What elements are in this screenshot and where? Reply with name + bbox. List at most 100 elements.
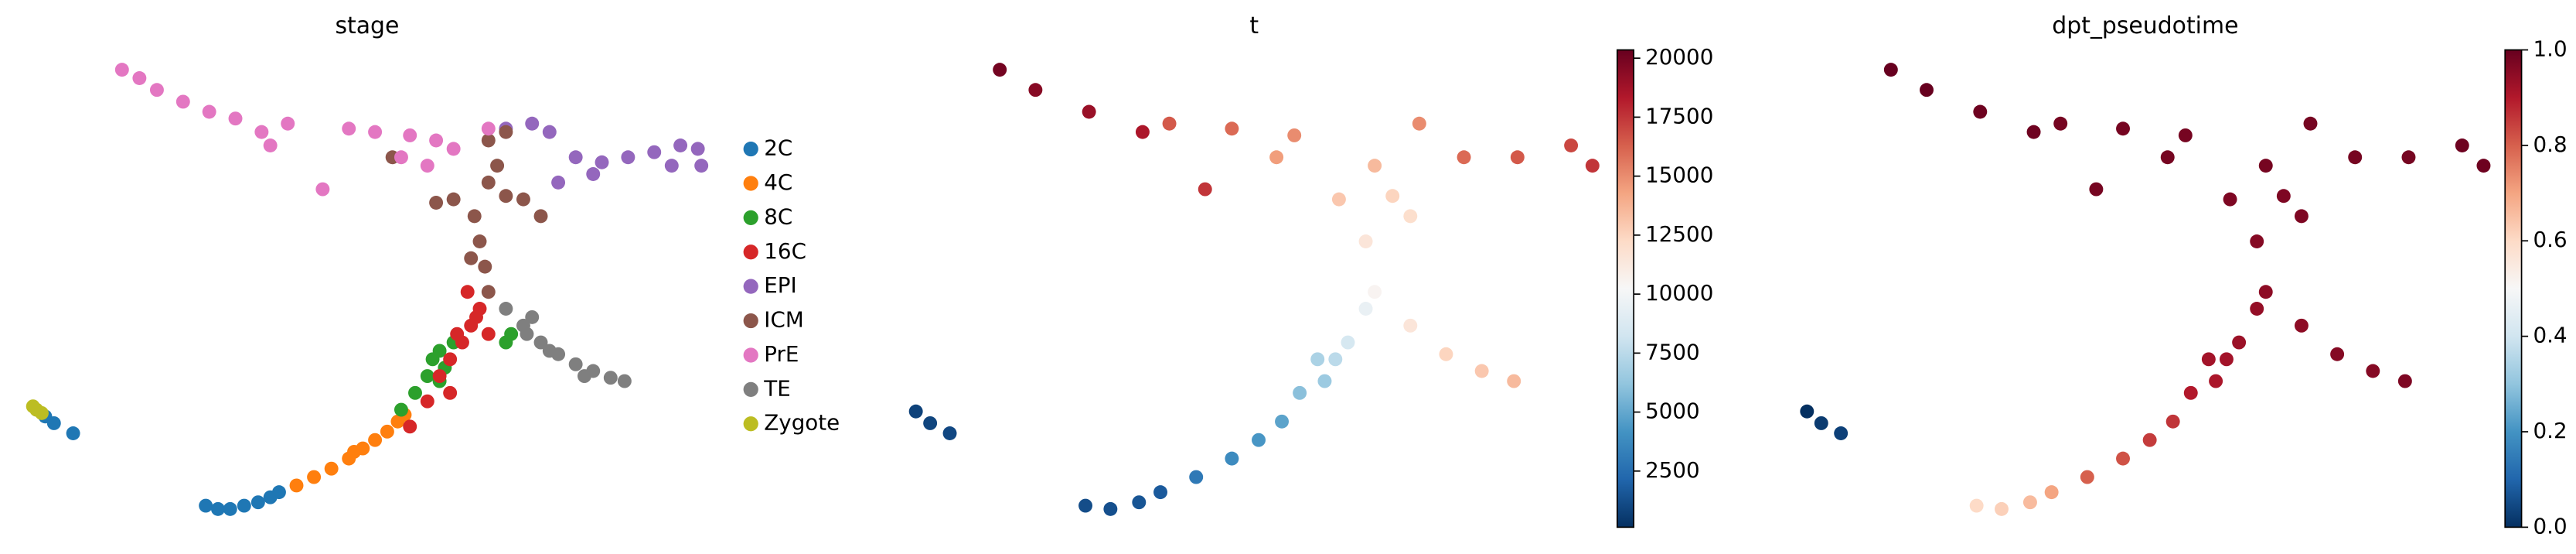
cell-point [2276, 189, 2291, 203]
legend-marker [743, 210, 758, 225]
cell-point [420, 159, 434, 173]
cell-point [586, 167, 601, 181]
cell-point [664, 159, 679, 173]
colorbar-tick-label: 12500 [1645, 221, 1713, 247]
cell-point [281, 116, 295, 131]
colorbar-tick-label: 7500 [1645, 339, 1700, 364]
legend-marker [743, 313, 758, 329]
legend-label: EPI [764, 272, 796, 298]
cell-point [2026, 125, 2041, 139]
cell-point [1082, 104, 1096, 119]
cell-point [2455, 138, 2469, 152]
colorbar-tick-label: 10000 [1645, 280, 1713, 306]
colorbar-tick-label: 1.0 [2533, 36, 2567, 62]
cell-point [1317, 374, 1332, 388]
cell-point [1078, 498, 1092, 513]
panel-title: dpt_pseudotime [2052, 12, 2238, 39]
cell-point [1368, 285, 1382, 299]
colorbar-tick-label: 5000 [1645, 398, 1700, 424]
cell-point [499, 302, 513, 316]
cell-point [2294, 209, 2309, 224]
cell-point [525, 116, 540, 131]
cell-point [2142, 433, 2157, 447]
cell-point [993, 63, 1007, 77]
cell-point [307, 470, 322, 484]
legend-label: TE [763, 375, 790, 401]
cell-point [1969, 498, 1984, 513]
cell-point [199, 498, 213, 513]
cell-point [2250, 234, 2264, 248]
colorbar-tick-label: 15000 [1645, 162, 1713, 188]
cell-point [394, 402, 408, 417]
cell-point [1507, 374, 1521, 388]
cell-point [542, 125, 557, 139]
cell-point [1132, 495, 1147, 510]
cell-point [1028, 83, 1043, 97]
cell-point [1920, 83, 1934, 97]
legend-label: 8C [764, 203, 792, 229]
cell-point [271, 485, 286, 500]
cell-point [2160, 150, 2175, 165]
cell-point [516, 192, 530, 207]
cell-point [481, 175, 496, 190]
colorbar-tick-label: 0.4 [2533, 323, 2567, 348]
cell-point [1135, 125, 1150, 139]
colorbar-tick-label: 0.8 [2533, 132, 2567, 157]
cell-point [2022, 495, 2037, 510]
cell-point [2116, 121, 2130, 136]
cell-point [481, 285, 496, 299]
cell-point [2250, 302, 2264, 316]
cell-point [2044, 485, 2059, 500]
cell-point [237, 498, 251, 513]
legend-marker [743, 245, 758, 260]
cell-point [1293, 385, 1307, 400]
legend-label: 16C [764, 238, 806, 264]
cell-point [289, 478, 304, 493]
cell-point [694, 159, 709, 173]
cell-point [603, 371, 618, 385]
cell-point [481, 327, 496, 341]
cell-point [464, 251, 479, 265]
cell-point [595, 155, 609, 169]
cell-point [443, 352, 458, 367]
cell-point [1995, 501, 2009, 516]
legend-marker [743, 279, 758, 294]
cell-point [432, 344, 447, 358]
cell-point [66, 426, 80, 440]
cell-point [2366, 364, 2380, 378]
cell-point [2476, 159, 2491, 173]
cell-point [490, 159, 505, 173]
cell-point [568, 150, 583, 165]
colorbar-tick-label: 17500 [1645, 103, 1713, 128]
cell-point [228, 111, 243, 126]
cell-point [2330, 347, 2345, 361]
cell-point [175, 94, 190, 109]
cell-point [1189, 470, 1204, 484]
colorbar [1616, 49, 1635, 528]
colorbar-tick-label: 0.0 [2533, 513, 2567, 539]
cell-point [481, 133, 496, 148]
cell-point [450, 327, 465, 341]
cell-point [429, 196, 444, 210]
legend-label: 2C [764, 135, 792, 161]
cell-point [1269, 150, 1284, 165]
legend-marker [743, 176, 758, 191]
cell-point [2223, 192, 2237, 207]
colorbar-tick-label: 20000 [1645, 44, 1713, 70]
cell-point [2080, 470, 2094, 484]
colorbar-tick-label: 0.6 [2533, 227, 2567, 252]
panel-title: t [1249, 12, 1259, 39]
cell-point [2258, 285, 2273, 299]
cell-point [673, 138, 688, 152]
cell-point [1358, 302, 1373, 316]
cell-point [2219, 352, 2234, 367]
cell-point [1103, 501, 1118, 516]
cell-point [46, 416, 61, 430]
cell-point [2397, 374, 2412, 388]
cell-point [250, 495, 265, 510]
cell-point [621, 150, 635, 165]
colorbar-tick-label: 2500 [1645, 457, 1700, 483]
cell-point [2209, 374, 2223, 388]
cell-point [460, 285, 475, 299]
